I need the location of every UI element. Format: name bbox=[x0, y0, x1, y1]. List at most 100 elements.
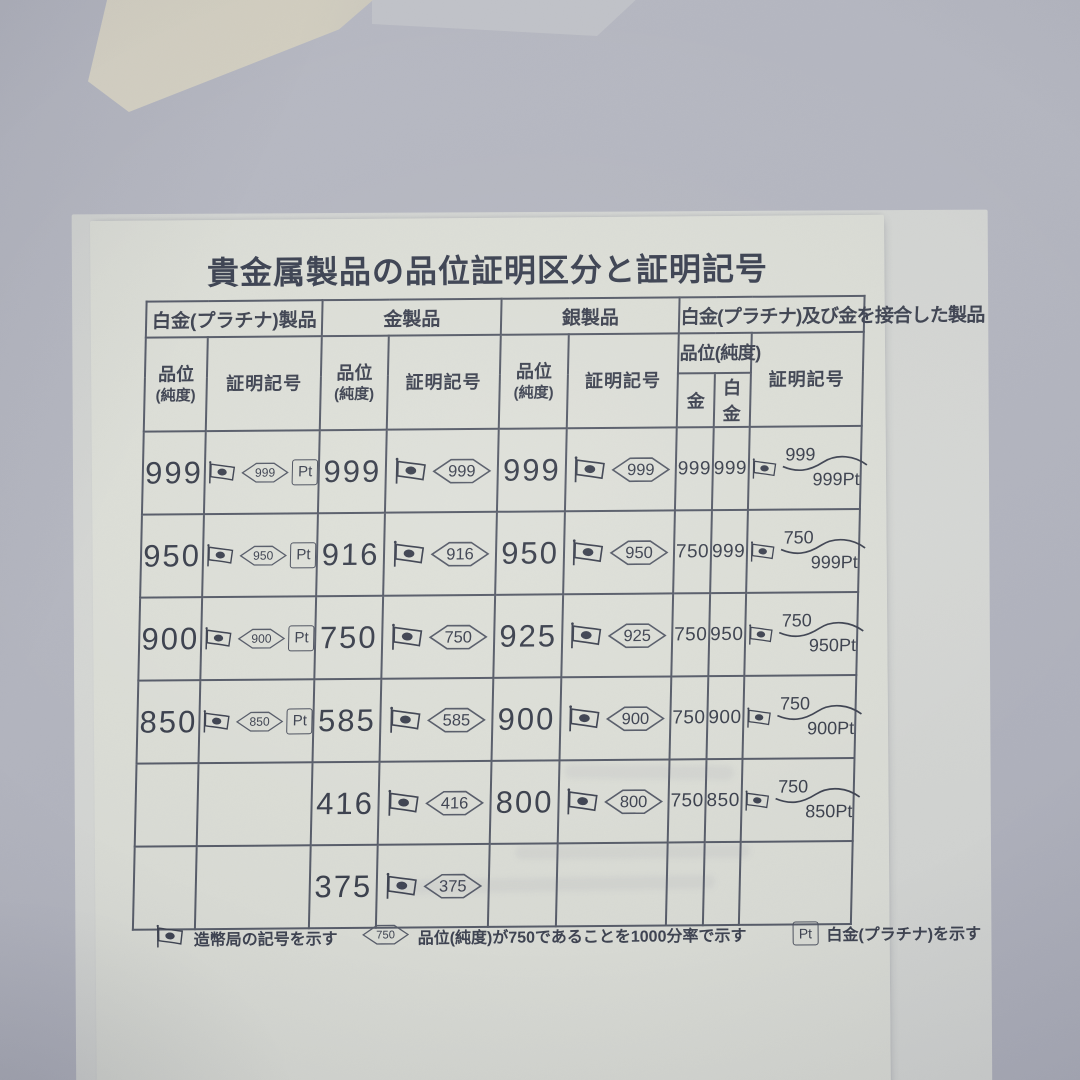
platinum-mark-cell-wrap: 850 Pt bbox=[200, 706, 314, 737]
joint-fraction-mark: 750 850Pt bbox=[773, 775, 861, 825]
table-row: 900 900 Pt 750 750 925 925 750 950 750 9 bbox=[138, 591, 865, 681]
gold-mark-cell: 916 bbox=[382, 511, 497, 596]
mint-flag-icon bbox=[395, 457, 426, 484]
legend-flag-label: 造幣局の記号を示す bbox=[193, 931, 338, 950]
fineness-diamond-mark: 900 bbox=[606, 705, 666, 731]
gold-mark-cell: 585 bbox=[379, 677, 494, 762]
pt-box-icon: Pt bbox=[792, 921, 819, 946]
fineness-label-line1: 品位 bbox=[515, 360, 553, 382]
silver-mark-cell bbox=[555, 842, 669, 927]
group-header-silver: 銀製品 bbox=[500, 297, 681, 335]
platinum-mark-cell: 999 Pt bbox=[204, 430, 321, 515]
gold-fineness-cell: 750 bbox=[314, 595, 383, 680]
gold-mark-cell: 750 bbox=[380, 594, 496, 679]
svg-text:999: 999 bbox=[448, 462, 476, 480]
gold-mark-cell: 999 bbox=[384, 428, 499, 513]
fineness-diamond-mark: 850 bbox=[235, 711, 284, 732]
fineness-diamond-mark: 950 bbox=[239, 545, 287, 566]
svg-text:750: 750 bbox=[376, 929, 395, 941]
silver-fineness-cell: 900 bbox=[491, 677, 562, 761]
silver-fineness-cell: 999 bbox=[496, 428, 567, 512]
table-body: 999 999 Pt 999 999 999 999 999 999 999 9 bbox=[132, 425, 868, 930]
joint-fraction-mark: 750 900Pt bbox=[775, 692, 863, 742]
silver-mark-cell-wrap: 925 bbox=[563, 620, 672, 651]
sub-header-row: 品位 (純度) 証明記号 品位 (純度) 証明記号 品位 (純度) 証明記号 品… bbox=[143, 331, 864, 432]
fineness-label-line1: 品位 bbox=[157, 363, 195, 384]
fineness-label-line2: (純度) bbox=[513, 384, 554, 402]
gold-mark-cell-wrap: 416 bbox=[379, 787, 490, 818]
pt-box-mark: Pt bbox=[291, 458, 319, 485]
platinum-mark-cell bbox=[196, 762, 313, 847]
svg-text:950: 950 bbox=[253, 548, 274, 562]
gold-mark-cell: 375 bbox=[375, 843, 490, 928]
fineness-diamond-mark: 585 bbox=[426, 707, 486, 733]
platinum-fineness-cell: 850 bbox=[136, 680, 201, 764]
fineness-diamond-mark: 999 bbox=[432, 458, 492, 483]
svg-text:999: 999 bbox=[255, 465, 276, 479]
gold-mark-cell-wrap: 999 bbox=[386, 455, 497, 486]
background-cream-paper-corner bbox=[88, 0, 380, 112]
gold-mark-cell-wrap: 750 bbox=[383, 621, 494, 652]
mint-flag-icon bbox=[567, 788, 598, 815]
background-paper-edge bbox=[372, 0, 640, 36]
svg-text:850: 850 bbox=[249, 714, 270, 728]
joint-mark-top: 750 bbox=[779, 692, 811, 714]
fineness-diamond-mark: 925 bbox=[608, 622, 667, 648]
joint-mark-bottom: 999Pt bbox=[812, 468, 860, 489]
joint-platinum-fineness-cell: 900 bbox=[706, 675, 744, 760]
mint-flag-icon bbox=[574, 456, 606, 483]
col-header-joint-mark: 証明記号 bbox=[749, 331, 864, 427]
joint-gold-fineness-cell: 750 bbox=[671, 593, 710, 677]
svg-text:900: 900 bbox=[251, 631, 272, 645]
joint-fraction-mark: 750 950Pt bbox=[777, 609, 865, 658]
gold-mark-cell-wrap: 375 bbox=[377, 870, 488, 901]
fineness-label-line1: 品位 bbox=[336, 362, 373, 383]
mint-flag-icon bbox=[750, 540, 775, 562]
joint-mark-top: 750 bbox=[777, 775, 809, 797]
table-row: 999 999 Pt 999 999 999 999 999 999 999 9 bbox=[141, 425, 868, 515]
mint-flag-icon bbox=[573, 539, 604, 566]
joint-fraction-mark: 750 999Pt bbox=[779, 526, 866, 575]
legend-row: 造幣局の記号を示す 750 品位(純度)が750であることを1000分率で示す … bbox=[153, 915, 981, 957]
document-sheet: 貴金属製品の品位証明区分と証明記号 白金(プラチナ)製品 金製品 銀製品 白金(… bbox=[90, 214, 985, 1080]
joint-mark-wrap: 750 999Pt bbox=[747, 526, 866, 575]
platinum-fineness-cell: 900 bbox=[138, 597, 203, 681]
gold-fineness-cell: 416 bbox=[311, 761, 380, 846]
col-header-joint-platinum: 白金 bbox=[713, 372, 751, 428]
table-row: 416 416 800 800 750 850 750 850Pt bbox=[134, 758, 861, 847]
mint-flag-icon bbox=[391, 623, 423, 650]
gold-fineness-cell: 375 bbox=[309, 844, 378, 929]
joint-mark-wrap: 999 999Pt bbox=[749, 443, 868, 492]
joint-mark-cell: 750 950Pt bbox=[743, 591, 865, 676]
silver-fineness-cell bbox=[487, 843, 558, 927]
joint-platinum-fineness-cell: 999 bbox=[711, 426, 750, 511]
mint-flag-icon bbox=[571, 622, 602, 649]
group-header-gold: 金製品 bbox=[322, 298, 502, 337]
silver-mark-cell: 950 bbox=[563, 510, 676, 595]
silver-mark-cell: 800 bbox=[557, 759, 670, 844]
fineness-diamond-mark: 750 bbox=[428, 624, 488, 650]
mint-flag-icon bbox=[748, 623, 773, 645]
fineness-diamond-mark: 375 bbox=[423, 873, 483, 899]
legend-diamond-label: 品位(純度)が750であることを1000分率で示す bbox=[417, 927, 747, 948]
document-title: 貴金属製品の品位証明区分と証明記号 bbox=[206, 250, 769, 292]
fineness-diamond-mark: 416 bbox=[424, 790, 484, 816]
pt-box-mark: Pt bbox=[288, 624, 315, 651]
fineness-diamond-mark: 800 bbox=[604, 788, 664, 814]
platinum-mark-cell-wrap: 950 Pt bbox=[204, 540, 317, 571]
fineness-label-line2: (純度) bbox=[155, 386, 196, 405]
mint-flag-icon bbox=[209, 461, 236, 484]
joint-mark-cell bbox=[738, 841, 853, 925]
mint-flag-icon bbox=[393, 540, 424, 567]
fineness-diamond-mark: 900 bbox=[237, 628, 286, 649]
joint-gold-fineness-cell: 750 bbox=[668, 759, 707, 843]
fineness-table: 白金(プラチナ)製品 金製品 銀製品 白金(プラチナ)及び金を接合した製品 品位… bbox=[132, 295, 985, 931]
col-header-joint-fineness: 品位(純度) bbox=[678, 332, 761, 374]
col-header-gold-mark: 証明記号 bbox=[386, 334, 501, 430]
pt-box-mark: Pt bbox=[286, 707, 314, 734]
col-header-gold-fineness: 品位 (純度) bbox=[320, 335, 389, 431]
joint-mark-bottom: 850Pt bbox=[805, 800, 853, 821]
svg-text:900: 900 bbox=[622, 709, 650, 727]
legend-item-pt: Pt 白金(プラチナ)を示す bbox=[792, 920, 981, 946]
